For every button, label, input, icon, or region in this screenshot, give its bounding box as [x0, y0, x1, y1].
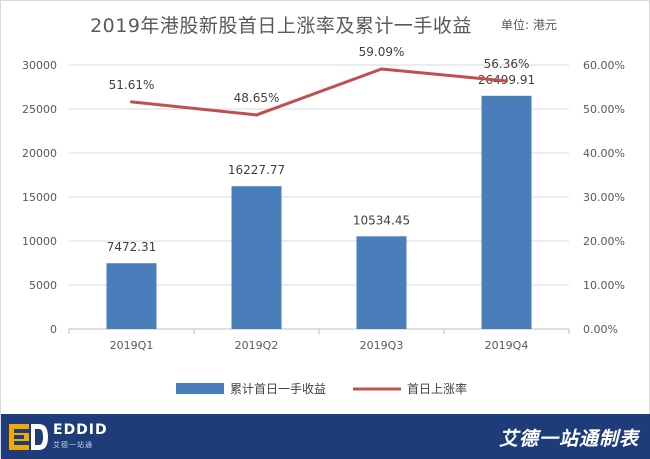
- unit-value: 港元: [533, 18, 558, 32]
- eddid-logo-icon: [9, 424, 48, 450]
- line-value-label: 51.61%: [109, 78, 155, 92]
- line-value-label: 56.36%: [484, 57, 530, 71]
- y-left-tick-label: 10000: [22, 235, 57, 248]
- y-right-tick-label: 10.00%: [583, 279, 625, 292]
- bar-value-label: 16227.77: [228, 163, 285, 177]
- logo-subtitle: 艾德一站通: [53, 441, 93, 449]
- y-left-tick-label: 15000: [22, 191, 57, 204]
- line-value-label: 59.09%: [359, 45, 405, 59]
- y-left-tick-label: 5000: [29, 279, 57, 292]
- line-value-label: 48.65%: [234, 91, 280, 105]
- legend-bar-swatch: [176, 383, 224, 394]
- y-left-tick-label: 20000: [22, 147, 57, 160]
- unit-label: 单位:: [501, 18, 530, 32]
- combo-chart: 0 5000 10000 15000 20000 25000 30000 0.00% 10.00…: [22, 45, 625, 396]
- brand-caption: 艾德一站通制表: [498, 428, 639, 450]
- x-tick-label: 2019Q1: [110, 339, 154, 352]
- y-left-tick-label: 0: [50, 323, 57, 336]
- y-right-tick-label: 20.00%: [583, 235, 625, 248]
- x-tick-label: 2019Q2: [235, 339, 279, 352]
- x-tick-label: 2019Q4: [485, 339, 529, 352]
- y-right-tick-label: 30.00%: [583, 191, 625, 204]
- line-point: [380, 67, 383, 71]
- y-right-tick-label: 40.00%: [583, 147, 625, 160]
- footer-bar: EDDID 艾德一站通 艾德一站通制表: [1, 414, 650, 459]
- line-point: [505, 79, 508, 83]
- y-right-tick-label: 60.00%: [583, 59, 625, 72]
- logo-name: EDDID: [53, 422, 108, 438]
- chart-title: 2019年港股新股首日上涨率及累计一手收益: [90, 15, 472, 37]
- bar: [481, 95, 532, 330]
- y-left-tick-label: 25000: [22, 103, 57, 116]
- bar: [356, 236, 407, 329]
- bar-value-label: 7472.31: [107, 240, 157, 254]
- bar-value-label: 10534.45: [353, 213, 410, 227]
- line-series: [131, 67, 507, 117]
- line-point: [130, 100, 133, 104]
- line-point: [255, 113, 258, 117]
- bar: [231, 186, 282, 329]
- legend-line-label: 首日上涨率: [407, 381, 467, 396]
- y-right-tick-label: 0.00%: [583, 323, 618, 336]
- y-right-tick-label: 50.00%: [583, 103, 625, 116]
- legend-bar-label: 累计首日一手收益: [230, 382, 326, 396]
- bar: [106, 263, 157, 329]
- unit-note: 单位: 港元: [501, 16, 557, 33]
- x-tick-label: 2019Q3: [360, 339, 404, 352]
- y-left-tick-label: 30000: [22, 59, 57, 72]
